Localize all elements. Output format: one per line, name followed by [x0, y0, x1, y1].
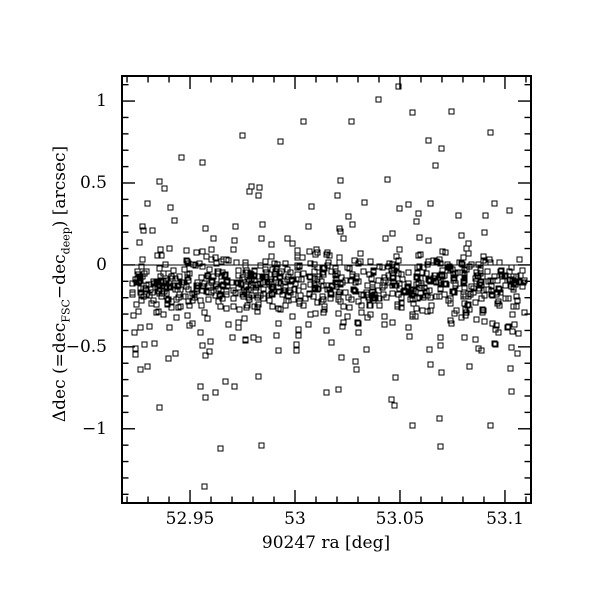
x-tick-label: 53.05	[375, 509, 425, 529]
y-tick-label: 0.5	[79, 173, 107, 193]
x-tick-label: 52.95	[165, 509, 215, 529]
y-tick-label: −1	[81, 419, 107, 439]
y-axis-title-subscript: deep	[59, 227, 73, 255]
x-tick-label: 53.1	[486, 509, 524, 529]
y-axis-title: Δdec (=decFSC−decdeep) [arcsec]	[50, 145, 73, 423]
y-axis-title-part: Δdec (=dec	[50, 322, 70, 423]
y-axis-title-part: ) [arcsec]	[50, 145, 70, 228]
y-axis-title-subscript: FSC	[59, 299, 73, 323]
y-tick-label: 1	[96, 91, 107, 111]
y-tick-label: 0	[96, 255, 107, 275]
x-axis-title: 90247 ra [deg]	[261, 533, 391, 553]
x-tick-label: 53	[284, 509, 306, 529]
y-tick-label: −0.5	[65, 337, 107, 357]
y-axis-title-part: −dec	[50, 254, 70, 300]
